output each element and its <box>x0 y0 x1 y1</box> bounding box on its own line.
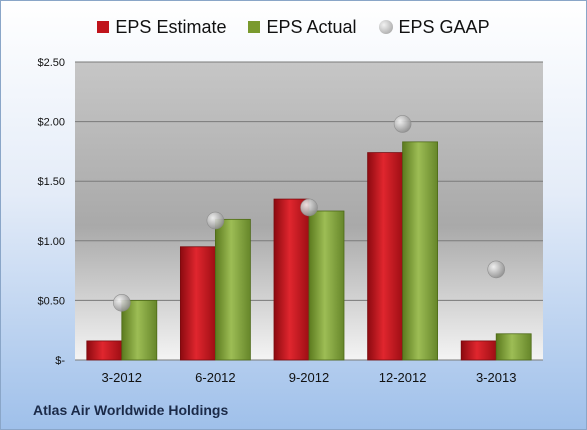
x-tick-label: 9-2012 <box>289 370 329 385</box>
legend-item-gaap: EPS GAAP <box>378 16 490 38</box>
bar-eps-actual <box>402 141 439 361</box>
marker-eps-gaap <box>487 260 506 279</box>
gaap-markers <box>113 115 506 312</box>
legend-label-actual: EPS Actual <box>266 16 357 37</box>
y-tick-label: $2.50 <box>37 57 65 69</box>
y-tick-label: $1.00 <box>37 236 65 248</box>
bar-eps-estimate <box>273 198 310 361</box>
company-name: Atlas Air Worldwide Holdings <box>33 402 229 418</box>
y-tick-label: $- <box>55 355 65 367</box>
y-axis-ticks: $- $0.50 $1.00 $1.50 $2.00 $2.50 <box>37 57 65 367</box>
x-axis-ticks: 3-2012 6-2012 9-2012 12-2012 3-2013 <box>102 370 517 385</box>
bar-eps-actual <box>495 333 532 361</box>
bar-eps-estimate <box>86 340 123 361</box>
marker-eps-gaap <box>300 198 318 217</box>
legend-item-actual: EPS Actual <box>248 16 357 38</box>
bars <box>86 141 532 361</box>
bar-eps-actual <box>121 299 158 361</box>
bar-eps-estimate <box>460 340 497 361</box>
legend: EPS Estimate EPS Actual EPS GAAP <box>0 12 587 42</box>
legend-label-gaap: EPS GAAP <box>398 16 490 37</box>
x-tick-label: 6-2012 <box>195 370 235 385</box>
x-tick-label: 3-2013 <box>476 370 516 385</box>
bar-eps-estimate <box>367 152 404 361</box>
legend-swatch-gaap <box>378 20 393 34</box>
legend-item-estimate: EPS Estimate <box>97 17 226 38</box>
y-tick-label: $2.00 <box>37 117 65 129</box>
x-tick-label: 3-2012 <box>102 370 142 385</box>
bar-eps-actual <box>308 210 345 361</box>
legend-label-estimate: EPS Estimate <box>115 16 227 37</box>
marker-eps-gaap <box>393 115 412 133</box>
bar-eps-actual <box>214 218 251 361</box>
x-tick-label: 12-2012 <box>379 370 427 385</box>
bar-eps-estimate <box>179 246 216 361</box>
y-tick-label: $1.50 <box>37 176 65 188</box>
y-tick-label: $0.50 <box>37 295 65 307</box>
marker-eps-gaap <box>206 211 225 230</box>
legend-swatch-estimate <box>97 21 110 33</box>
legend-swatch-actual <box>248 21 261 33</box>
marker-eps-gaap <box>113 293 131 312</box>
